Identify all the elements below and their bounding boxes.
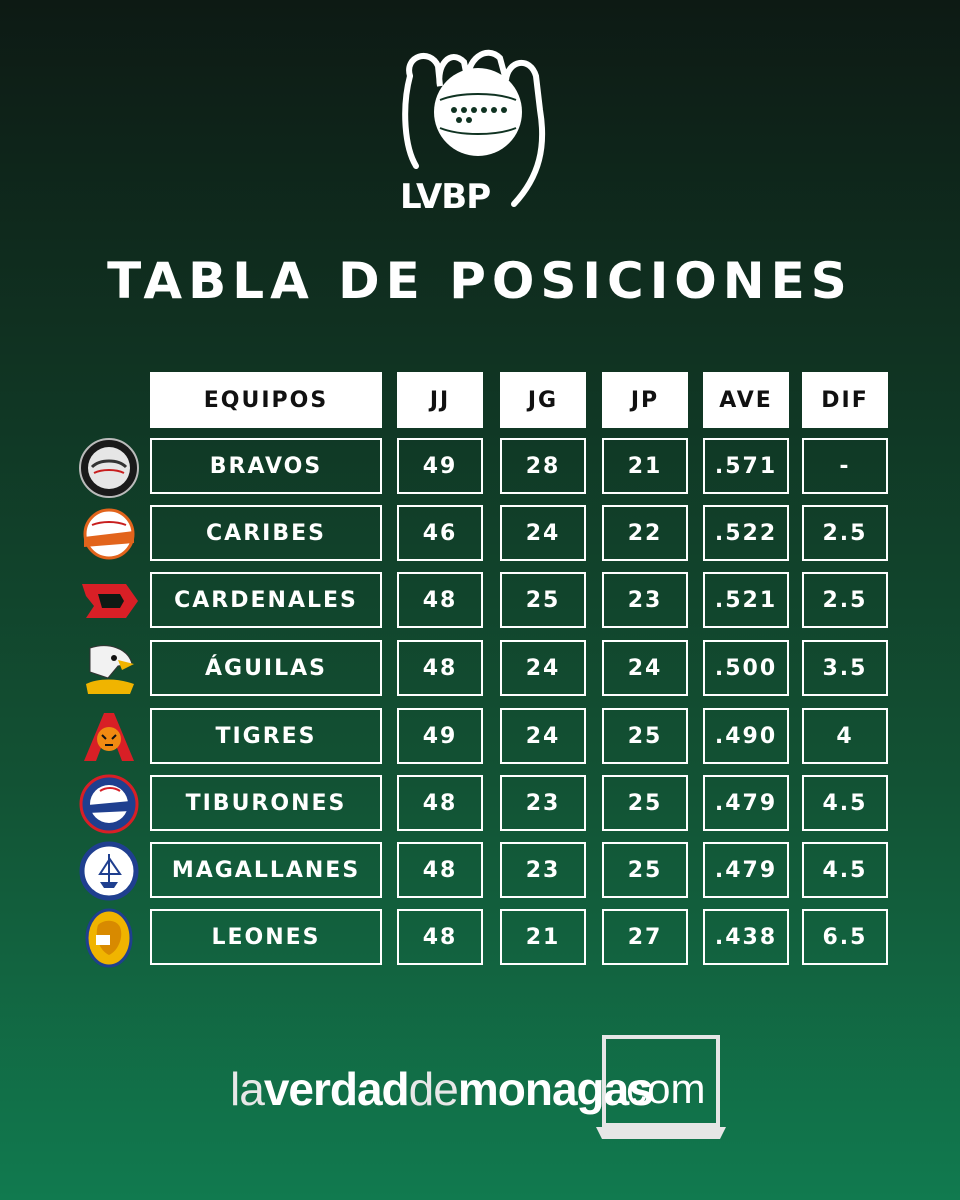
jj-cell: 49 bbox=[397, 438, 483, 494]
header-jp: JP bbox=[602, 372, 688, 428]
jp-cell: 25 bbox=[602, 708, 688, 764]
page-title: TABLA DE POSICIONES bbox=[107, 252, 853, 310]
tigres-logo-icon bbox=[78, 705, 140, 767]
caribes-logo-icon bbox=[78, 503, 140, 565]
header-equipos: EQUIPOS bbox=[150, 372, 382, 428]
team-name: TIBURONES bbox=[150, 775, 382, 831]
dif-cell: 4.5 bbox=[802, 842, 888, 898]
dif-cell: 4.5 bbox=[802, 775, 888, 831]
team-name: BRAVOS bbox=[150, 438, 382, 494]
team-name: ÁGUILAS bbox=[150, 640, 382, 696]
bravos-logo-icon bbox=[78, 437, 140, 499]
ave-cell: .479 bbox=[703, 775, 789, 831]
dif-cell: 2.5 bbox=[802, 505, 888, 561]
jg-cell: 24 bbox=[500, 505, 586, 561]
dif-cell: 2.5 bbox=[802, 572, 888, 628]
jp-cell: 21 bbox=[602, 438, 688, 494]
jp-cell: 24 bbox=[602, 640, 688, 696]
jj-cell: 48 bbox=[397, 909, 483, 965]
ave-cell: .438 bbox=[703, 909, 789, 965]
dif-cell: 4 bbox=[802, 708, 888, 764]
ave-cell: .521 bbox=[703, 572, 789, 628]
header-jg: JG bbox=[500, 372, 586, 428]
ave-cell: .490 bbox=[703, 708, 789, 764]
jp-cell: 23 bbox=[602, 572, 688, 628]
jg-cell: 25 bbox=[500, 572, 586, 628]
tiburones-logo-icon bbox=[78, 773, 140, 835]
dif-cell: 6.5 bbox=[802, 909, 888, 965]
header-jj: JJ bbox=[397, 372, 483, 428]
team-name: CARIBES bbox=[150, 505, 382, 561]
team-name: TIGRES bbox=[150, 708, 382, 764]
site-part-la: la bbox=[230, 1063, 265, 1115]
jg-cell: 23 bbox=[500, 842, 586, 898]
jg-cell: 24 bbox=[500, 708, 586, 764]
site-name: la verdad de monagas bbox=[230, 1059, 654, 1119]
jj-cell: 48 bbox=[397, 572, 483, 628]
header-dif: DIF bbox=[802, 372, 888, 428]
header-ave: AVE bbox=[703, 372, 789, 428]
site-part-verdad: verdad bbox=[263, 1063, 410, 1115]
ave-cell: .571 bbox=[703, 438, 789, 494]
leones-logo-icon bbox=[78, 907, 140, 969]
jj-cell: 49 bbox=[397, 708, 483, 764]
team-name: MAGALLANES bbox=[150, 842, 382, 898]
jp-cell: 27 bbox=[602, 909, 688, 965]
footer-brand: la verdad de monagas .com bbox=[230, 1035, 730, 1145]
ave-cell: .500 bbox=[703, 640, 789, 696]
dif-cell: 3.5 bbox=[802, 640, 888, 696]
cardenales-logo-icon bbox=[78, 570, 140, 632]
jp-cell: 25 bbox=[602, 775, 688, 831]
dif-cell: - bbox=[802, 438, 888, 494]
jj-cell: 48 bbox=[397, 775, 483, 831]
magallanes-logo-icon bbox=[78, 840, 140, 902]
ave-cell: .522 bbox=[703, 505, 789, 561]
jj-cell: 48 bbox=[397, 842, 483, 898]
jg-cell: 28 bbox=[500, 438, 586, 494]
jg-cell: 24 bbox=[500, 640, 586, 696]
aguilas-logo-icon bbox=[78, 638, 140, 700]
site-extension: .com bbox=[614, 1065, 706, 1112]
baseball-glove-icon: LVBP bbox=[400, 49, 546, 216]
site-part-de: de bbox=[408, 1063, 459, 1115]
jj-cell: 46 bbox=[397, 505, 483, 561]
laptop-icon bbox=[596, 1035, 726, 1141]
jg-cell: 21 bbox=[500, 909, 586, 965]
team-name: CARDENALES bbox=[150, 572, 382, 628]
team-name: LEONES bbox=[150, 909, 382, 965]
jp-cell: 25 bbox=[602, 842, 688, 898]
logo-text: LVBP bbox=[400, 177, 490, 216]
jg-cell: 23 bbox=[500, 775, 586, 831]
site-part-monagas: monagas bbox=[457, 1063, 654, 1115]
jj-cell: 48 bbox=[397, 640, 483, 696]
lvbp-logo: LVBP bbox=[390, 36, 560, 216]
jp-cell: 22 bbox=[602, 505, 688, 561]
ave-cell: .479 bbox=[703, 842, 789, 898]
